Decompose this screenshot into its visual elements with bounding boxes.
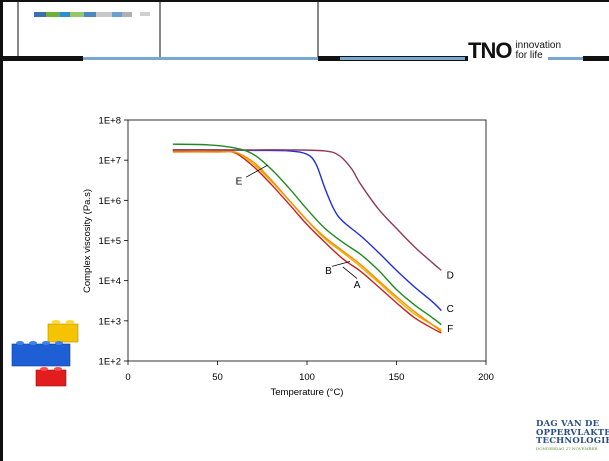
- series-line-D: [172, 149, 442, 271]
- header-bar-black-left: [3, 56, 83, 61]
- y-axis: 1E+2 1E+3 1E+4 1E+5 1E+6 1E+7 1E+8: [99, 116, 128, 368]
- annotation-label-D: D: [447, 270, 454, 281]
- y-tick-label: 1E+6: [99, 196, 121, 207]
- tno-tagline-line2: for life: [515, 50, 543, 61]
- y-tick-label: 1E+8: [99, 116, 121, 127]
- lego-bricks-image: [11, 320, 79, 387]
- tno-tagline-line1: innovation: [515, 40, 562, 51]
- x-axis: 0 50 100 150 200: [125, 361, 494, 383]
- y-axis-label: Complex viscosity (Pa.s): [82, 189, 93, 293]
- tno-tagline: innovation for life: [515, 41, 561, 61]
- annotation-leader-E: [245, 164, 268, 178]
- x-tick-label: 150: [389, 372, 405, 383]
- event-logo: DAG VAN DE OPPERVLAKTE TECHNOLOGIE DONDE…: [536, 419, 609, 451]
- series-line-F: [172, 143, 442, 326]
- x-tick-label: 200: [478, 372, 494, 383]
- header-left-border: [0, 0, 3, 461]
- annotation-leader-A: [342, 266, 358, 279]
- event-logo-line3: TECHNOLOGIE: [536, 436, 609, 446]
- annotation-leader-B: [331, 261, 351, 267]
- header-image-strip: [34, 12, 150, 17]
- event-logo-line2: OPPERVLAKTE: [536, 427, 609, 438]
- annotation-label-F: F: [447, 324, 453, 335]
- x-tick-label: 100: [299, 372, 315, 383]
- header-bar-blue: [83, 57, 465, 60]
- x-tick-label: 50: [212, 372, 223, 383]
- series-line-A: [172, 150, 442, 334]
- annotation-label-B: B: [325, 266, 332, 277]
- header-bar-blue-mid: [340, 57, 465, 60]
- header-top-border: [0, 0, 609, 2]
- annotation-label-E: E: [236, 177, 243, 188]
- header-bar-blue-right: [548, 57, 583, 60]
- series-line-E: [172, 150, 442, 332]
- y-tick-label: 1E+3: [99, 316, 121, 327]
- annotation-label-C: C: [447, 304, 454, 315]
- series-lines: [172, 143, 442, 334]
- curve-annotations: A B C D E F: [236, 164, 454, 335]
- tno-logo-mark: TNO: [468, 38, 512, 63]
- event-logo-date: DONDERDAG 27 NOVEMBER: [536, 445, 598, 451]
- annotation-label-A: A: [354, 280, 361, 291]
- y-tick-label: 1E+4: [99, 276, 121, 287]
- y-tick-label: 1E+2: [99, 357, 121, 368]
- tno-logo: TNO innovation for life: [468, 38, 561, 64]
- y-tick-label: 1E+7: [99, 156, 121, 167]
- x-tick-label: 0: [125, 372, 130, 383]
- header-bar-black-right: [583, 56, 609, 61]
- viscosity-chart: 1E+2 1E+3 1E+4 1E+5 1E+6 1E+7 1E+8 0 50 100 150 20…: [82, 116, 494, 399]
- event-logo-line1: DAG VAN DE: [536, 419, 600, 429]
- y-tick-label: 1E+5: [99, 236, 121, 247]
- x-axis-label: Temperature (°C): [271, 387, 344, 398]
